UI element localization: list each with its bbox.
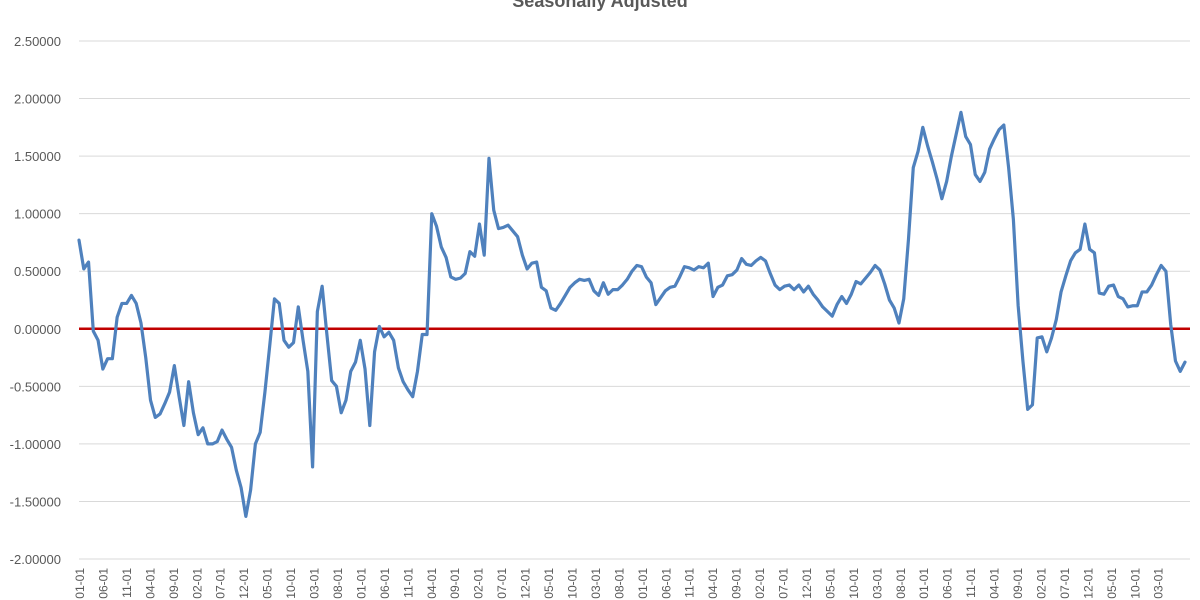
x-tick-label: 08-01 [894,568,908,599]
y-tick-label: 1.00000 [14,207,61,222]
x-tick-label: 12-01 [1081,568,1095,599]
x-tick-label: 02-01 [1034,568,1048,599]
x-tick-label: 07-01 [495,568,509,599]
x-tick-label: 08-01 [612,568,626,599]
x-tick-label: 03-01 [870,568,884,599]
y-tick-label: -1.00000 [10,437,61,452]
x-tick-label: 10-01 [566,568,580,599]
x-tick-label: 12-01 [800,568,814,599]
y-tick-label: 2.50000 [14,34,61,49]
series-layer [77,110,1187,519]
y-tick-label: -2.00000 [10,552,61,567]
x-tick-label: 03-01 [308,568,322,599]
x-tick-label: 09-01 [448,568,462,599]
x-tick-label: 06-01 [97,568,111,599]
y-tick-label: 0.00000 [14,322,61,337]
x-tick-label: 05-01 [542,568,556,599]
y-tick-label: 1.50000 [14,149,61,164]
x-tick-label: 01-01 [636,568,650,599]
gridlines [79,40,1190,560]
x-tick-label: 06-01 [941,568,955,599]
x-tick-label: 12-01 [519,568,533,599]
chart-title: Seasonally Adjusted [512,0,688,11]
x-tick-label: 12-01 [237,568,251,599]
x-tick-label: 11-01 [401,568,415,598]
x-tick-label: 04-01 [143,568,157,599]
y-tick-label: -1.50000 [10,494,61,509]
x-tick-label: 11-01 [683,568,697,598]
x-tick-label: 03-01 [1152,568,1166,599]
x-tick-label: 08-01 [331,568,345,599]
x-tick-label: 07-01 [214,568,228,599]
x-tick-label: 05-01 [1105,568,1119,599]
x-tick-label: 11-01 [120,568,134,598]
x-tick-label: 09-01 [730,568,744,599]
x-tick-label: 02-01 [190,568,204,599]
x-tick-label: 03-01 [589,568,603,599]
x-tick-label: 01-01 [73,568,87,599]
y-tick-label: 0.50000 [14,264,61,279]
x-tick-label: 05-01 [261,568,275,599]
x-tick-label: 10-01 [847,568,861,599]
x-tick-label: 01-01 [917,568,931,599]
x-tick-label: 05-01 [823,568,837,599]
x-tick-label: 04-01 [425,568,439,599]
x-tick-label: 06-01 [659,568,673,599]
x-axis-tick-labels: 01-01 06-01 11-01 04-01 09-01 02-01 07-01 12-01… [73,568,1166,599]
x-tick-label: 04-01 [988,568,1002,599]
x-tick-label: 09-01 [1011,568,1025,599]
x-tick-label: 01-01 [354,568,368,599]
x-tick-label: 04-01 [706,568,720,599]
x-tick-label: 07-01 [777,568,791,599]
x-tick-label: 06-01 [378,568,392,599]
x-tick-label: 09-01 [167,568,181,599]
x-tick-label: 02-01 [753,568,767,599]
y-tick-label: 2.00000 [14,92,61,107]
y-tick-label: -0.50000 [10,379,61,394]
x-tick-label: 11-01 [964,568,978,598]
x-tick-label: 07-01 [1058,568,1072,599]
y-axis-tick-labels: 2.50000 2.00000 1.50000 1.00000 0.50000 0.000… [10,34,61,567]
x-tick-label: 02-01 [472,568,486,599]
x-tick-label: 10-01 [1128,568,1142,599]
x-tick-label: 10-01 [284,568,298,599]
series-line [77,110,1187,519]
